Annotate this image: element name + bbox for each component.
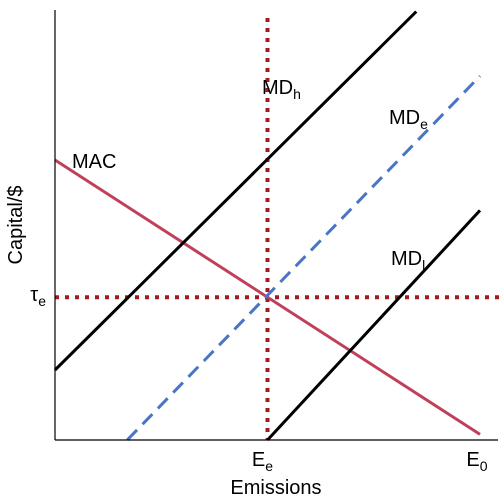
series-label-mac: MAC (72, 151, 116, 173)
x-tick-label-ee: Ee (252, 449, 273, 474)
series-label-md-h: MDh (262, 77, 301, 102)
series-label-md-l: MDl (391, 248, 425, 273)
series-line-md-l (266, 209, 482, 442)
axes (54, 10, 498, 441)
y-tick-label--e: τe (30, 284, 46, 309)
y-axis-label: Capital/$ (5, 186, 27, 265)
series-line-md-h (53, 10, 418, 372)
x-axis-label: Emissions (230, 477, 321, 499)
x-tick-label-e0: E0 (466, 449, 487, 474)
series-label-md-e: MDe (389, 107, 428, 132)
labels: Ee τe MAC MDh MDe MDl E0 (30, 77, 487, 474)
plot-area (53, 10, 500, 442)
series-line-md-e (126, 74, 482, 442)
